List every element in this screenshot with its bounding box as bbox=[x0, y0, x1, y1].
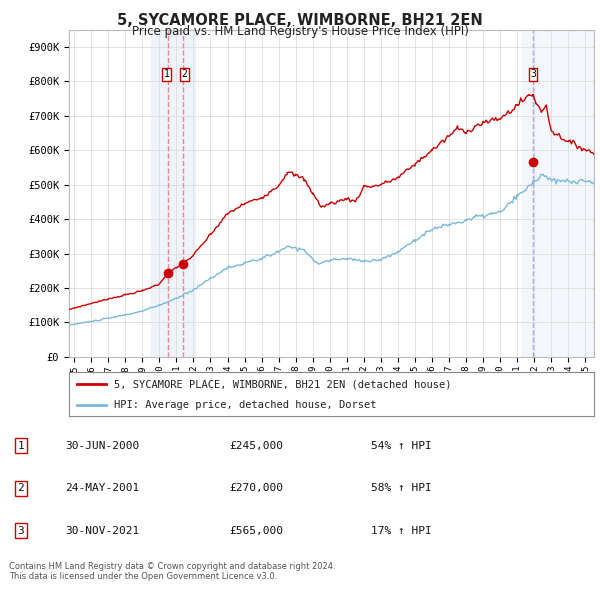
Text: 2: 2 bbox=[17, 483, 24, 493]
Text: 30-JUN-2000: 30-JUN-2000 bbox=[65, 441, 139, 451]
Text: 5, SYCAMORE PLACE, WIMBORNE, BH21 2EN: 5, SYCAMORE PLACE, WIMBORNE, BH21 2EN bbox=[117, 13, 483, 28]
Text: 1: 1 bbox=[164, 69, 169, 79]
Text: £565,000: £565,000 bbox=[229, 526, 283, 536]
Text: 17% ↑ HPI: 17% ↑ HPI bbox=[371, 526, 431, 536]
Text: 58% ↑ HPI: 58% ↑ HPI bbox=[371, 483, 431, 493]
Text: 3: 3 bbox=[17, 526, 24, 536]
Text: 2: 2 bbox=[182, 69, 188, 79]
Text: 54% ↑ HPI: 54% ↑ HPI bbox=[371, 441, 431, 451]
Text: HPI: Average price, detached house, Dorset: HPI: Average price, detached house, Dors… bbox=[113, 400, 376, 410]
Bar bbox=[151, 30, 195, 357]
Bar bbox=[523, 30, 594, 357]
Text: This data is licensed under the Open Government Licence v3.0.: This data is licensed under the Open Gov… bbox=[9, 572, 277, 581]
Text: 3: 3 bbox=[530, 69, 536, 79]
Text: £270,000: £270,000 bbox=[229, 483, 283, 493]
Text: 1: 1 bbox=[17, 441, 24, 451]
Text: Contains HM Land Registry data © Crown copyright and database right 2024.: Contains HM Land Registry data © Crown c… bbox=[9, 562, 335, 571]
Text: Price paid vs. HM Land Registry's House Price Index (HPI): Price paid vs. HM Land Registry's House … bbox=[131, 25, 469, 38]
Text: 24-MAY-2001: 24-MAY-2001 bbox=[65, 483, 139, 493]
Text: £245,000: £245,000 bbox=[229, 441, 283, 451]
Text: 30-NOV-2021: 30-NOV-2021 bbox=[65, 526, 139, 536]
Text: 5, SYCAMORE PLACE, WIMBORNE, BH21 2EN (detached house): 5, SYCAMORE PLACE, WIMBORNE, BH21 2EN (d… bbox=[113, 379, 451, 389]
